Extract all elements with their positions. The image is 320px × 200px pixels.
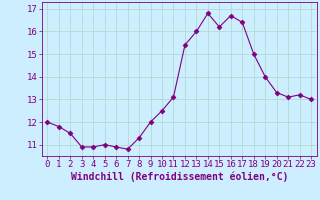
X-axis label: Windchill (Refroidissement éolien,°C): Windchill (Refroidissement éolien,°C)	[70, 172, 288, 182]
